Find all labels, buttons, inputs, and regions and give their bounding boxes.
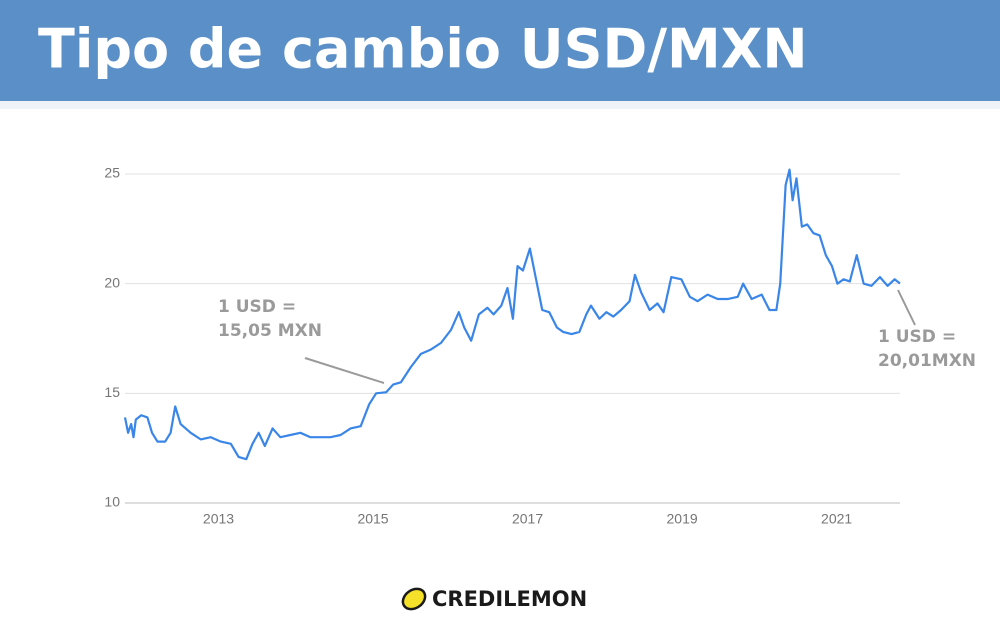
x-tick-label: 2017 <box>512 511 543 527</box>
x-tick-label: 2013 <box>203 511 234 527</box>
annotation-text: 1 USD = <box>218 297 296 317</box>
plot: 10 15 20 25 2013 2015 2017 2019 2021 1 USD = 15,05… <box>104 165 976 527</box>
y-tick-label: 25 <box>104 165 120 181</box>
lemon-icon <box>401 587 427 611</box>
chart-title: Tipo de cambio USD/MXN <box>38 18 808 81</box>
price-line <box>123 168 901 461</box>
x-tick-label: 2019 <box>667 511 698 527</box>
annotation-text: 15,05 MXN <box>218 321 322 341</box>
y-tick-label: 20 <box>104 274 120 290</box>
annotation-pointer <box>304 357 385 384</box>
header-shadow <box>0 101 1000 109</box>
header-band <box>0 0 1000 101</box>
x-tick-label: 2015 <box>357 511 388 527</box>
annotation-text: 1 USD = <box>878 327 956 347</box>
annotation-text: 20,01MXN <box>878 351 976 371</box>
y-tick-label: 15 <box>104 384 120 400</box>
brand-name: CREDILEMON <box>432 587 587 611</box>
annotation-pointer <box>897 289 916 326</box>
y-tick-label: 10 <box>104 494 120 510</box>
brand-logo: CREDILEMON <box>401 587 587 611</box>
x-tick-label: 2021 <box>821 511 852 527</box>
